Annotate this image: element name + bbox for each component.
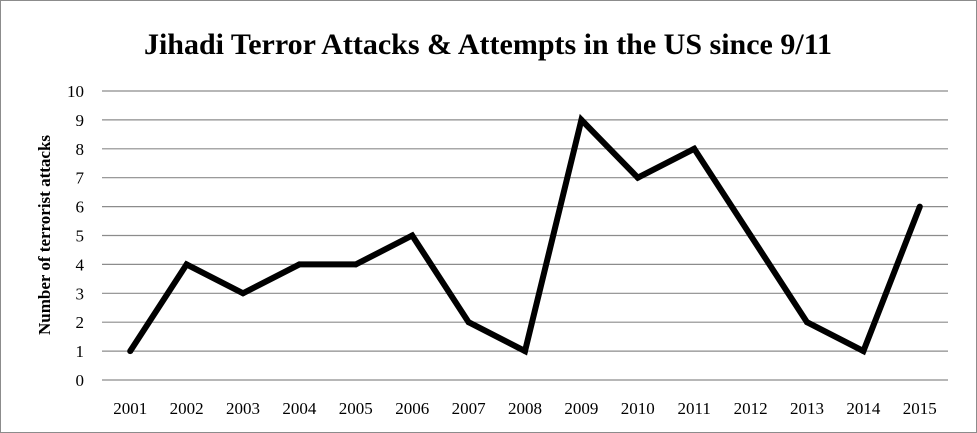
x-tick-label: 2013	[790, 399, 824, 418]
x-tick-label: 2008	[508, 399, 542, 418]
series-group	[127, 113, 923, 356]
data-point-2008	[522, 348, 528, 355]
y-tick-label: 0	[76, 371, 85, 390]
y-tick-labels: 0 1 2 3 4 5 6 7 8 9 10	[67, 82, 85, 390]
x-tick-label: 2012	[734, 399, 768, 418]
data-point-2003	[240, 290, 246, 297]
y-axis-label: Number of terrorist attacks	[35, 135, 54, 335]
x-tick-label: 2014	[846, 399, 881, 418]
data-point-2001	[127, 348, 134, 355]
y-tick-label: 4	[76, 255, 85, 274]
x-tick-label: 2004	[282, 399, 317, 418]
data-point-2011	[691, 145, 698, 152]
x-tick-label: 2001	[113, 399, 147, 418]
y-tick-label: 1	[76, 342, 85, 361]
data-point-2007	[465, 319, 472, 326]
data-point-2010	[634, 174, 641, 181]
x-tick-label: 2010	[621, 399, 655, 418]
x-tick-label: 2011	[678, 399, 711, 418]
x-tick-label: 2005	[339, 399, 373, 418]
y-tick-label: 5	[76, 227, 85, 246]
y-tick-label: 9	[76, 111, 85, 130]
y-tick-label: 6	[76, 198, 85, 217]
x-tick-label: 2015	[903, 399, 937, 418]
data-point-2004	[296, 261, 303, 268]
data-point-2009	[578, 116, 585, 123]
data-point-2005	[352, 261, 359, 268]
x-tick-label: 2006	[395, 399, 429, 418]
data-point-2013	[804, 319, 810, 326]
chart-title: Jihadi Terror Attacks & Attempts in the …	[144, 28, 832, 61]
data-point-2006	[409, 232, 416, 239]
x-tick-label: 2009	[564, 399, 598, 418]
y-tick-label: 10	[67, 82, 84, 101]
data-point-2015	[916, 203, 923, 210]
x-tick-label: 2007	[452, 399, 487, 418]
data-point-2002	[183, 261, 190, 268]
data-point-2014	[860, 348, 867, 355]
x-tick-label: 2003	[226, 399, 260, 418]
gridlines	[102, 90, 948, 381]
y-tick-label: 8	[76, 140, 85, 159]
x-tick-label: 2002	[170, 399, 204, 418]
y-tick-label: 2	[76, 313, 85, 332]
x-tick-labels: 2001 2002 2003 2004 2005 2006 2007 2008 2009 2010…	[113, 399, 937, 418]
y-tick-label: 7	[76, 169, 85, 188]
y-tick-label: 3	[76, 284, 85, 303]
data-point-2012	[747, 232, 754, 239]
